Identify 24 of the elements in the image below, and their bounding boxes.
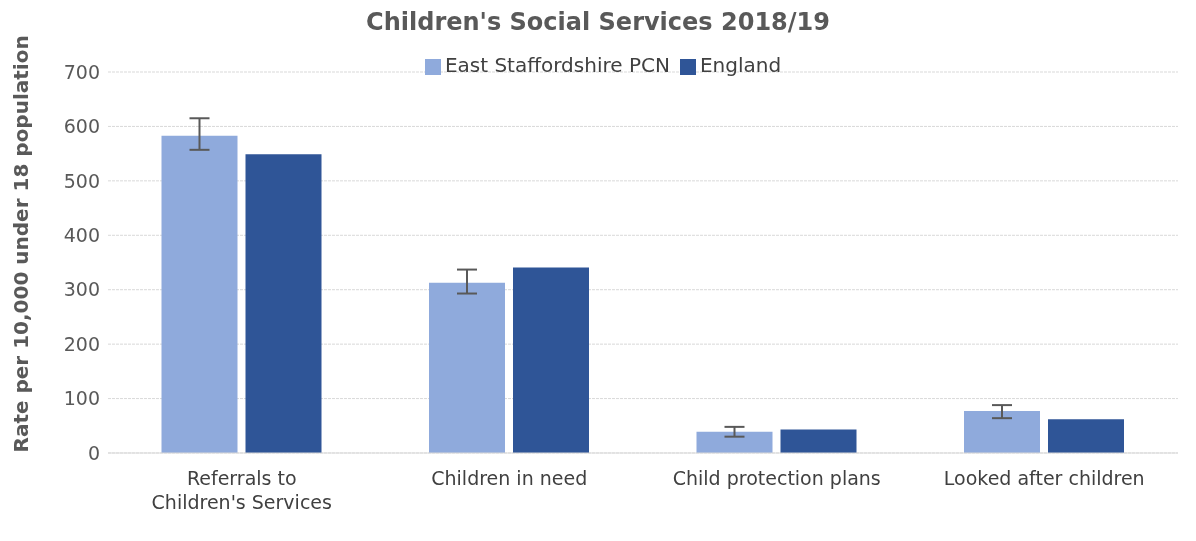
y-tick-label: 500 [63, 169, 100, 192]
y-axis-title: Rate per 10,000 under 18 population [9, 35, 34, 453]
y-tick-label: 400 [63, 224, 100, 247]
x-tick-label: Referrals to Children's Services [151, 467, 332, 513]
chart-title: Children's Social Services 2018/19 [365, 8, 831, 36]
legend-label: England [699, 53, 782, 77]
bar [513, 267, 589, 453]
y-tick-label: 700 [63, 60, 100, 83]
x-tick-label: Children in need [431, 467, 588, 489]
y-tick-label: 300 [63, 278, 100, 301]
y-tick-label: 200 [63, 332, 100, 355]
legend-label: East Staffordshire PCN [444, 53, 670, 77]
bar [161, 135, 238, 453]
y-tick-label: 100 [63, 387, 100, 410]
bar [964, 411, 1040, 453]
bar [245, 154, 322, 453]
x-tick-label: Looked after children [943, 467, 1145, 489]
y-tick-label: 600 [63, 115, 100, 138]
bar [696, 431, 773, 453]
x-tick-label: Child protection plans [672, 467, 881, 489]
bar [780, 429, 857, 453]
y-tick-label: 0 [87, 441, 100, 464]
bar [1048, 419, 1124, 453]
bar [429, 282, 505, 453]
